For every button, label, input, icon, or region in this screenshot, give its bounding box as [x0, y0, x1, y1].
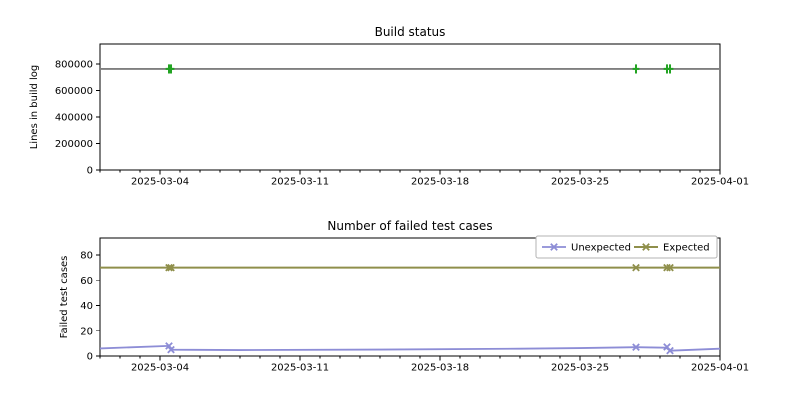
series-expected-x-marker [632, 263, 640, 272]
x-tick-label: 2025-03-04 [131, 177, 189, 188]
series-builds-plus-marker [666, 64, 674, 74]
plot-border [99, 237, 721, 357]
x-tick-label: 2025-04-01 [691, 363, 749, 374]
legend-x-marker [642, 243, 650, 251]
legend: Unexpected Expected [535, 235, 718, 259]
series-expected-x-marker [165, 263, 173, 272]
y-tick-label: 80 [80, 251, 93, 262]
series-builds-plus-marker [632, 64, 640, 74]
series-unexpected-x-marker [666, 346, 674, 355]
build-status-chart: Build status Lines in build log 2025-03-04… [29, 25, 749, 188]
x-tick-label: 2025-04-01 [691, 177, 749, 188]
y-tick-label: 400000 [55, 112, 93, 123]
y-tick-label: 60 [80, 276, 93, 287]
legend-box [535, 235, 718, 259]
y-tick-label: 0 [87, 166, 93, 177]
y-tick-label: 0 [87, 352, 93, 363]
x-tick-label: 2025-03-11 [271, 363, 329, 374]
failed-tests-chart: Number of failed test cases Failed test c… [59, 219, 749, 374]
plot-border [99, 43, 721, 171]
x-tick-label: 2025-03-25 [551, 177, 609, 188]
series-expected-x-marker [167, 263, 175, 272]
chart-title: Build status [375, 25, 446, 39]
series-builds-plus-marker [167, 64, 175, 74]
x-tick-label: 2025-03-04 [131, 363, 189, 374]
y-tick-label: 800000 [55, 59, 93, 70]
y-tick-label: 600000 [55, 86, 93, 97]
series-unexpected-x-marker [167, 345, 175, 354]
y-tick-label: 20 [80, 326, 93, 337]
series-expected-x-marker [666, 263, 674, 272]
series-line-unexpected [99, 344, 721, 352]
legend-label: Expected [663, 243, 710, 254]
series-unexpected-x-marker [165, 342, 173, 350]
x-tick-label: 2025-03-25 [551, 363, 609, 374]
y-tick-label: 200000 [55, 139, 93, 150]
y-axis-label: Lines in build log [29, 65, 40, 150]
chart-title: Number of failed test cases [327, 219, 492, 233]
y-axis-label: Failed test cases [59, 256, 70, 339]
y-tick-label: 40 [80, 301, 93, 312]
x-tick-label: 2025-03-18 [411, 363, 469, 374]
x-tick-label: 2025-03-11 [271, 177, 329, 188]
legend-x-marker [550, 243, 558, 251]
legend-label: Unexpected [571, 243, 631, 254]
x-tick-label: 2025-03-18 [411, 177, 469, 188]
series-unexpected-x-marker [632, 343, 640, 352]
